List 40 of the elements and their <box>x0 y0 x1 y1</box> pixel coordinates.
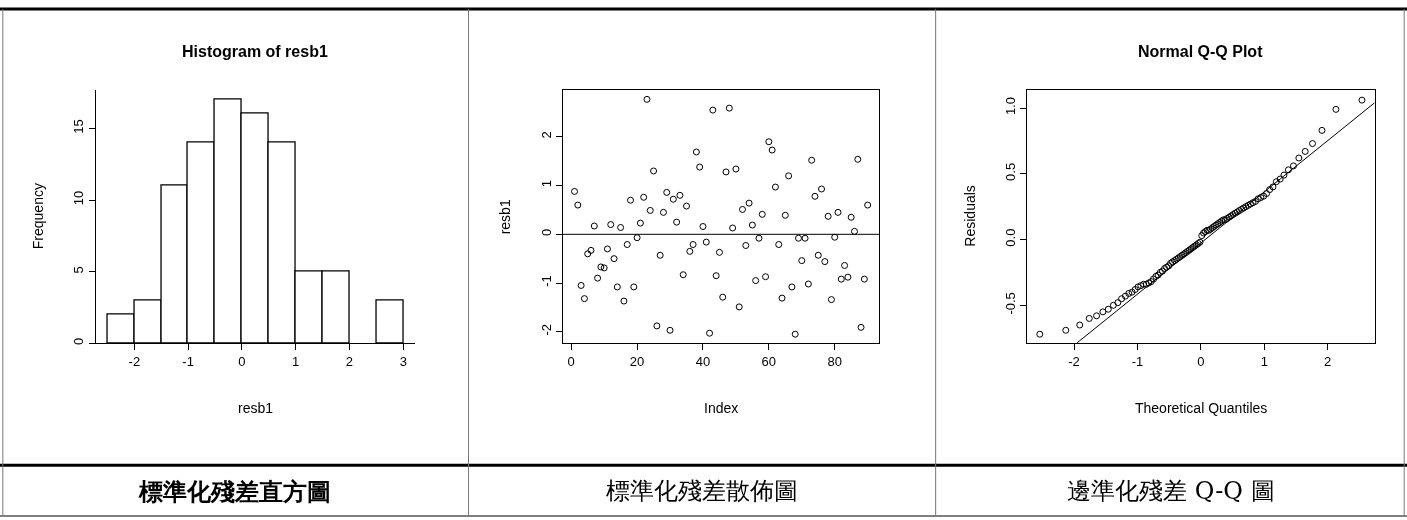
x-tick-label: 40 <box>695 354 711 370</box>
y-tick-label: 0 <box>538 228 554 236</box>
y-tick-label: 15 <box>71 119 87 134</box>
x-tick-label: -2 <box>128 354 141 370</box>
chart-title: Histogram of resb1 <box>182 43 328 60</box>
chart-title: Normal Q-Q Plot <box>1138 43 1264 60</box>
y-tick-label: 1.0 <box>1002 97 1018 116</box>
x-axis-title: Theoretical Quantiles <box>1135 400 1268 416</box>
y-tick-label: -2 <box>538 324 554 336</box>
text: 標準化殘差散佈圖 <box>606 477 798 505</box>
y-tick-label: 0.5 <box>1002 162 1018 181</box>
x-tick-label: -1 <box>1131 354 1144 370</box>
x-tick-label: -2 <box>1068 354 1080 370</box>
x-tick-label: 1 <box>292 354 300 370</box>
y-tick-label: 1 <box>538 180 554 188</box>
x-tick-label: 2 <box>345 354 354 370</box>
text: 標準化殘差直方圖 <box>138 477 331 506</box>
x-tick-label: 3 <box>399 354 407 370</box>
x-tick-label: 20 <box>629 354 645 370</box>
x-tick-label: 80 <box>827 354 842 370</box>
x-axis-title: resb1 <box>238 400 274 416</box>
y-tick-label: 5 <box>71 266 87 274</box>
x-tick-label: 0 <box>238 354 246 370</box>
y-tick-label: 2 <box>538 131 554 139</box>
y-tick-label: -0.5 <box>1002 292 1018 315</box>
y-axis-title: resb1 <box>497 199 514 235</box>
text: 邊準化殘差 Q-Q 圖 <box>1067 477 1275 505</box>
x-tick-label: 2 <box>1324 354 1332 370</box>
x-tick-label: 60 <box>761 354 777 370</box>
y-tick-label: -1 <box>538 275 554 287</box>
y-axis-title: Frequency <box>30 183 47 250</box>
y-axis-title: Residuals <box>961 185 978 247</box>
x-axis-title: Index <box>704 400 739 416</box>
x-tick-label: 0 <box>567 354 575 370</box>
y-tick-label: 10 <box>71 190 87 206</box>
x-tick-label: 0 <box>1197 354 1205 370</box>
y-tick-label: 0.0 <box>1002 228 1018 247</box>
x-tick-label: -1 <box>182 354 194 370</box>
x-tick-label: 1 <box>1260 354 1268 370</box>
y-tick-label: 0 <box>71 337 87 346</box>
